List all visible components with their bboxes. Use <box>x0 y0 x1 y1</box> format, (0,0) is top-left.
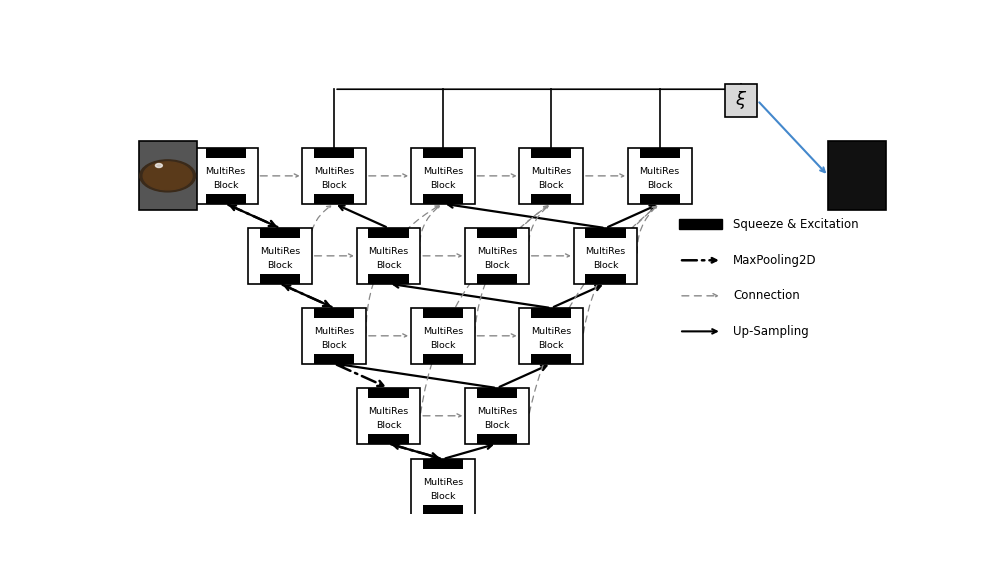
FancyBboxPatch shape <box>477 434 517 444</box>
Circle shape <box>140 160 196 192</box>
Text: $\xi$: $\xi$ <box>735 89 747 111</box>
Text: Squeeze & Excitation: Squeeze & Excitation <box>733 218 859 231</box>
FancyBboxPatch shape <box>574 228 637 284</box>
FancyBboxPatch shape <box>519 148 583 204</box>
Text: Block: Block <box>647 181 672 190</box>
FancyBboxPatch shape <box>679 219 722 229</box>
FancyBboxPatch shape <box>828 141 886 210</box>
Text: MultiRes: MultiRes <box>531 327 571 336</box>
FancyBboxPatch shape <box>531 194 571 204</box>
FancyBboxPatch shape <box>531 354 571 364</box>
FancyBboxPatch shape <box>248 228 312 284</box>
FancyBboxPatch shape <box>314 194 354 204</box>
Text: MultiRes: MultiRes <box>423 167 463 176</box>
FancyBboxPatch shape <box>314 308 354 318</box>
FancyBboxPatch shape <box>423 308 463 318</box>
FancyBboxPatch shape <box>465 228 529 284</box>
FancyBboxPatch shape <box>585 228 626 238</box>
Text: MultiRes: MultiRes <box>477 407 517 416</box>
Text: Connection: Connection <box>733 289 800 302</box>
Text: Up-Sampling: Up-Sampling <box>733 325 809 338</box>
Text: MultiRes: MultiRes <box>368 247 409 256</box>
Text: MultiRes: MultiRes <box>477 247 517 256</box>
Text: Block: Block <box>213 181 239 190</box>
Text: Block: Block <box>376 421 401 430</box>
Text: Block: Block <box>484 261 510 270</box>
FancyBboxPatch shape <box>368 388 409 398</box>
FancyBboxPatch shape <box>423 148 463 158</box>
Text: MultiRes: MultiRes <box>206 167 246 176</box>
FancyBboxPatch shape <box>139 141 197 210</box>
FancyBboxPatch shape <box>411 148 475 204</box>
FancyBboxPatch shape <box>640 148 680 158</box>
FancyBboxPatch shape <box>411 308 475 364</box>
FancyBboxPatch shape <box>465 388 529 444</box>
FancyBboxPatch shape <box>531 308 571 318</box>
Circle shape <box>155 163 162 167</box>
FancyBboxPatch shape <box>368 228 409 238</box>
FancyBboxPatch shape <box>477 388 517 398</box>
Text: Block: Block <box>430 181 456 190</box>
FancyBboxPatch shape <box>194 148 258 204</box>
Text: MultiRes: MultiRes <box>314 327 354 336</box>
FancyBboxPatch shape <box>725 84 757 117</box>
Text: Block: Block <box>322 341 347 350</box>
FancyBboxPatch shape <box>628 148 692 204</box>
Text: MultiRes: MultiRes <box>423 327 463 336</box>
FancyBboxPatch shape <box>357 388 420 444</box>
FancyBboxPatch shape <box>640 194 680 204</box>
Text: Block: Block <box>538 341 564 350</box>
Text: MultiRes: MultiRes <box>531 167 571 176</box>
FancyBboxPatch shape <box>357 228 420 284</box>
FancyBboxPatch shape <box>368 434 409 444</box>
Text: Block: Block <box>430 341 456 350</box>
Text: MultiRes: MultiRes <box>368 407 409 416</box>
FancyBboxPatch shape <box>411 459 475 515</box>
FancyBboxPatch shape <box>423 505 463 515</box>
FancyBboxPatch shape <box>477 228 517 238</box>
FancyBboxPatch shape <box>368 274 409 284</box>
FancyBboxPatch shape <box>314 148 354 158</box>
Text: Block: Block <box>267 261 293 270</box>
FancyBboxPatch shape <box>260 228 300 238</box>
Text: MultiRes: MultiRes <box>260 247 300 256</box>
FancyBboxPatch shape <box>423 194 463 204</box>
Circle shape <box>143 162 192 190</box>
FancyBboxPatch shape <box>314 354 354 364</box>
FancyBboxPatch shape <box>531 148 571 158</box>
FancyBboxPatch shape <box>423 459 463 469</box>
FancyBboxPatch shape <box>585 274 626 284</box>
Text: Block: Block <box>484 421 510 430</box>
FancyBboxPatch shape <box>302 308 366 364</box>
Text: MultiRes: MultiRes <box>640 167 680 176</box>
FancyBboxPatch shape <box>302 148 366 204</box>
Text: Block: Block <box>538 181 564 190</box>
FancyBboxPatch shape <box>206 148 246 158</box>
Text: MaxPooling2D: MaxPooling2D <box>733 254 817 267</box>
Text: MultiRes: MultiRes <box>585 247 626 256</box>
Text: MultiRes: MultiRes <box>314 167 354 176</box>
FancyBboxPatch shape <box>260 274 300 284</box>
FancyBboxPatch shape <box>206 194 246 204</box>
Text: MultiRes: MultiRes <box>423 478 463 487</box>
Text: Block: Block <box>593 261 618 270</box>
FancyBboxPatch shape <box>477 274 517 284</box>
FancyBboxPatch shape <box>519 308 583 364</box>
Text: Block: Block <box>322 181 347 190</box>
Text: Block: Block <box>430 492 456 501</box>
Text: Block: Block <box>376 261 401 270</box>
FancyBboxPatch shape <box>423 354 463 364</box>
